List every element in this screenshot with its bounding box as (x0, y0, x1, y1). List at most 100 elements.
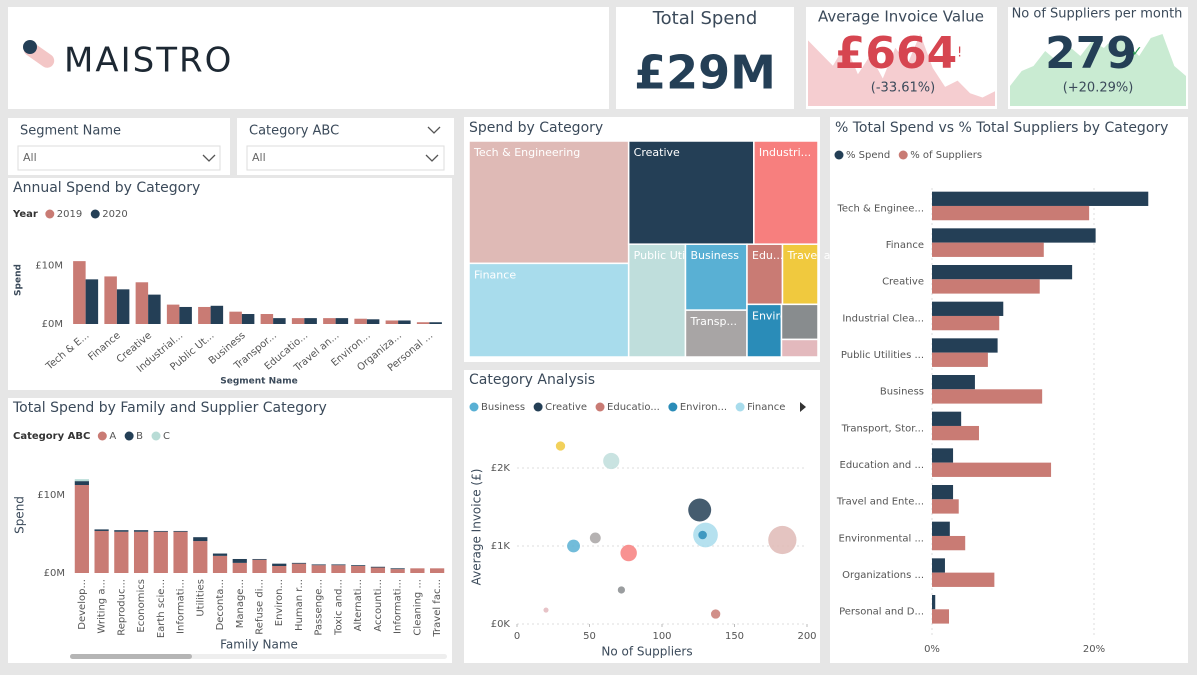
bar-segment (410, 568, 425, 573)
bar (932, 338, 998, 353)
slicer-label: Segment Name (20, 124, 121, 139)
legend-title: Category ABC (13, 431, 90, 442)
x-tick-label: Refuse di... (255, 579, 266, 635)
x-tick-label: Passenge... (314, 579, 325, 636)
legend-swatch (90, 209, 100, 219)
dropdown[interactable] (246, 145, 445, 171)
bubble (567, 539, 580, 553)
bar (932, 609, 950, 624)
bar (135, 282, 149, 324)
x-tick-label: 20% (1083, 644, 1105, 655)
bar-segment (94, 529, 109, 531)
treemap-label: Tech & Engineering (473, 146, 580, 159)
chart-title: Total Spend by Family and Supplier Categ… (12, 400, 327, 416)
slicer[interactable]: Category ABC All (246, 124, 445, 171)
bar (73, 261, 86, 324)
legend-arrow[interactable] (800, 402, 806, 412)
bar (932, 352, 988, 367)
kpi-value: 279 (1045, 28, 1137, 79)
kpi-panel (616, 7, 794, 109)
y-axis-label: Average Invoice (£) (470, 469, 484, 586)
treemap-cell (781, 243, 819, 306)
dropdown[interactable] (17, 145, 221, 171)
bar (932, 595, 936, 610)
bar (932, 242, 1044, 257)
bar (932, 265, 1073, 280)
y-tick-label: Education and ... (840, 460, 925, 471)
chart-title: Category Analysis (469, 372, 595, 388)
bar-segment (311, 564, 326, 566)
bar-segment (173, 530, 188, 532)
bar-segment (272, 565, 287, 573)
bar (273, 318, 286, 324)
y-tick-label: Industrial Clea... (842, 313, 924, 324)
y-tick-label: Personal and D... (839, 607, 924, 618)
bar (166, 304, 180, 324)
legend-swatch (124, 431, 134, 441)
bar-segment (153, 531, 168, 573)
treemap-cell (627, 243, 687, 358)
bar-segment (114, 530, 129, 532)
bar-segment (232, 562, 247, 573)
bar-segment (193, 541, 208, 573)
legend-label: % Spend (846, 150, 890, 161)
bar (932, 301, 1004, 316)
treemap-cell (684, 309, 748, 358)
scrollbar-thumb[interactable] (70, 654, 192, 659)
bar (241, 314, 255, 324)
bubble (710, 609, 721, 619)
legend-swatch (533, 402, 543, 412)
treemap-label: Transp... (689, 315, 737, 328)
y-axis-label: Spend (13, 496, 27, 534)
treemap-cell (780, 303, 819, 341)
x-tick-label: Toxic and... (333, 579, 344, 636)
bar-segment (212, 553, 228, 556)
bar (932, 499, 959, 514)
bar (229, 311, 242, 324)
bar (416, 322, 430, 324)
x-tick-label: Informati... (176, 579, 187, 634)
legend-label: A (109, 431, 116, 442)
bar-segment (74, 479, 89, 482)
bar (932, 572, 995, 587)
slicer-label: Category ABC (249, 124, 339, 139)
sparkline-area (808, 34, 995, 106)
x-tick-label: Accounti... (373, 579, 384, 632)
slicer[interactable]: Segment Name All (17, 124, 221, 171)
bar (398, 320, 411, 324)
y-tick-label: £10M (37, 490, 65, 501)
legend-swatch (834, 150, 844, 160)
chevron (202, 154, 216, 162)
logo-dot (23, 40, 37, 54)
bubble (603, 452, 620, 470)
bar-segment (291, 563, 307, 573)
bar-segment (351, 565, 366, 566)
legend-swatch (668, 402, 678, 412)
chevron[interactable] (427, 126, 441, 134)
y-tick-label: Business (880, 387, 924, 398)
kpi-change: (+20.29%) (1063, 81, 1134, 96)
dropdown-value: All (252, 151, 266, 164)
bar-segment (390, 569, 405, 573)
treemap-label: Creative (634, 146, 680, 159)
x-tick-label: Utilities (195, 579, 206, 617)
y-tick-label: £0M (44, 568, 65, 579)
x-tick-label: Deconta... (215, 579, 226, 630)
bar (932, 375, 975, 390)
bar (932, 521, 950, 536)
x-tick-label: Economics (136, 579, 147, 633)
legend-label: B (136, 431, 143, 442)
bar (291, 318, 305, 324)
sparkline (808, 34, 995, 106)
x-tick-label: 150 (725, 631, 744, 642)
kpi-value: £664 (835, 28, 957, 79)
kpi-title: No of Suppliers per month (1012, 7, 1183, 22)
legend-swatch (595, 402, 605, 412)
bar (932, 411, 962, 426)
chart-title: Annual Spend by Category (13, 180, 200, 196)
x-tick-label: 0% (924, 644, 940, 655)
bar (104, 276, 117, 324)
bar (932, 191, 1149, 206)
kpi-status: ✓ (1131, 44, 1143, 60)
